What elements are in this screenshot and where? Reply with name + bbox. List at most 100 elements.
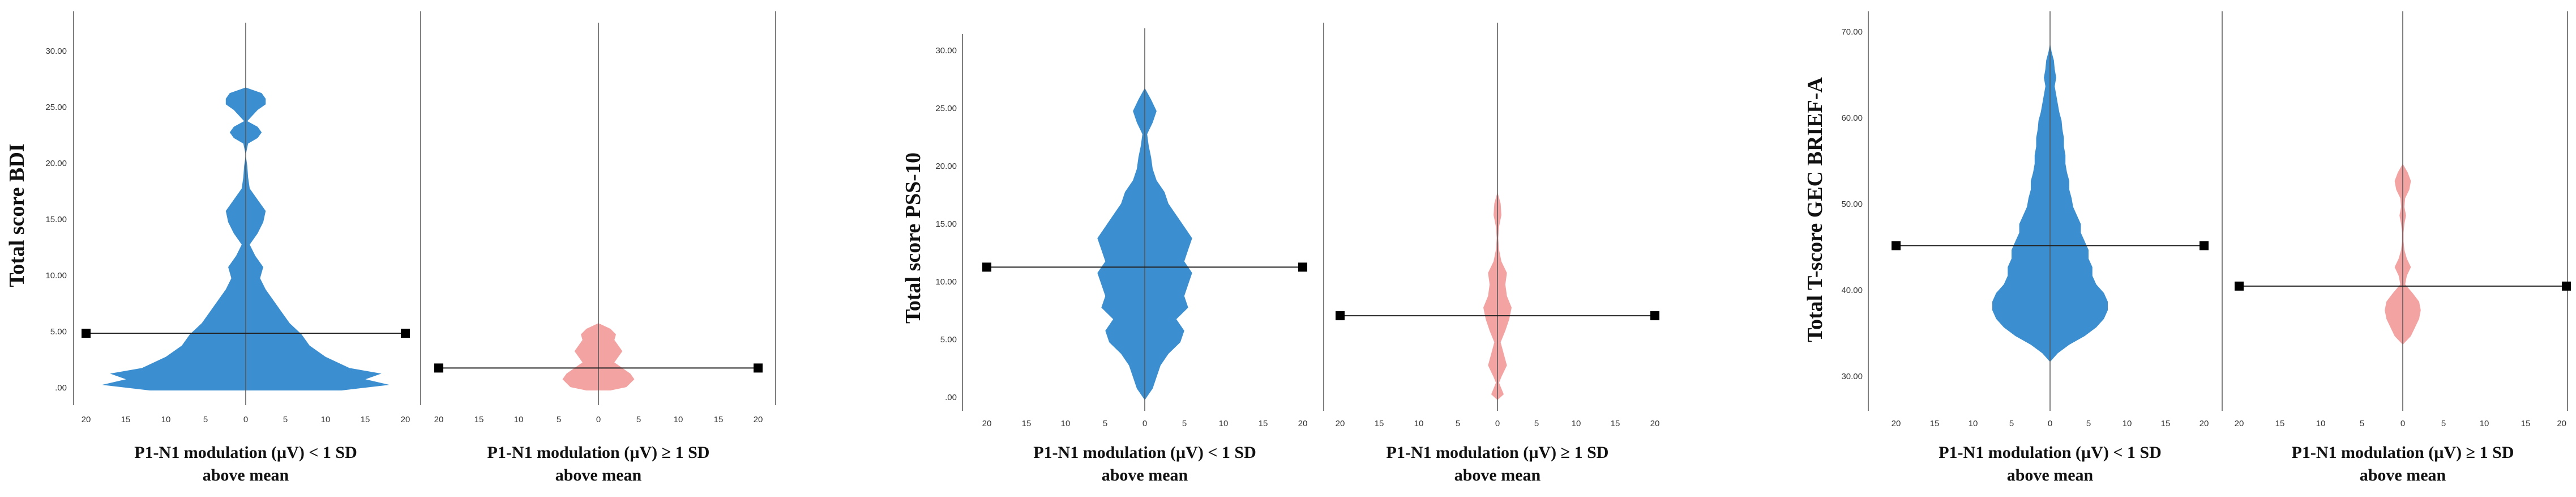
x-tick-label: 5 [2009,419,2014,428]
x-tick-label: 20 [434,415,444,424]
x-tick-label: 0 [1142,419,1147,428]
y-tick-label: 15.00 [45,215,67,224]
x-tick-label: 5 [1103,419,1107,428]
x-tick-label: 15 [1022,419,1032,428]
mean-marker-right [1650,311,1659,321]
x-tick-label: 15 [1375,419,1384,428]
mean-marker-right [2200,241,2209,250]
mean-marker-right [754,363,763,373]
x-tick-label: 15 [2275,419,2285,428]
x-tick-label: 5 [2360,419,2364,428]
x-tick-label: 5 [557,415,561,424]
x-tick-label: 10 [1969,419,1978,428]
y-axis: 30.00 25.00 20.00 15.00 10.00 5.00 .00 [45,11,74,405]
x-tick-label: 5 [1182,419,1187,428]
y-tick-label: 20.00 [935,162,957,171]
y-axis: 70.00 60.00 50.00 40.00 30.00 [1841,11,1869,411]
x-tick-label: 15 [474,415,484,424]
y-tick-label: 30.00 [935,46,957,56]
x-tick-label: 20 [1650,419,1660,428]
x-tick-label: 0 [596,415,601,424]
x-tick-label: 20 [2200,419,2209,428]
panel-low: 20 15 10 5 0 5 10 15 20 P1-N1 modulation… [1892,11,2209,485]
x-axis-label: P1-N1 modulation (µV) ≥ 1 SD [1387,443,1609,462]
chart-bdi: Total score BDI 30.00 25.00 20.00 15.00 … [5,11,776,485]
mean-marker-left [1892,241,1901,250]
x-tick-label: 15 [714,415,724,424]
y-tick-label: 15.00 [935,219,957,229]
mean-marker-left [2235,281,2244,291]
x-tick-label: 15 [1259,419,1268,428]
x-tick-label: 20 [1336,419,1345,428]
x-axis-label: P1-N1 modulation (µV) < 1 SD [1939,443,2162,462]
x-tick-labels: 20 15 10 5 0 5 10 15 20 [82,415,410,424]
x-tick-label: 20 [982,419,992,428]
mean-marker-left [982,262,991,272]
y-tick-label: 30.00 [45,46,67,56]
x-axis-label-line2: above mean [2360,466,2446,485]
x-tick-labels: 20 15 10 5 0 5 10 15 20 [2235,419,2566,428]
x-tick-label: 5 [1456,419,1460,428]
y-axis-label: Total score BDI [5,143,29,287]
x-axis-label: P1-N1 modulation (µV) < 1 SD [1033,443,1256,462]
x-tick-label: 5 [1534,419,1539,428]
x-tick-label: 5 [283,415,288,424]
y-tick-label: 30.00 [1841,372,1863,381]
mean-marker-left [434,363,443,373]
x-tick-label: 5 [2441,419,2446,428]
x-tick-label: 20 [82,415,91,424]
x-tick-label: 10 [2480,419,2489,428]
x-axis-label-line2: above mean [1102,466,1188,485]
x-tick-label: 20 [754,415,763,424]
x-axis-label-line2: above mean [203,466,289,485]
x-tick-label: 15 [1930,419,1940,428]
x-tick-label: 10 [1414,419,1424,428]
y-tick-label: 10.00 [45,271,67,281]
x-tick-label: 10 [674,415,683,424]
x-tick-label: 10 [1572,419,1581,428]
x-tick-labels: 20 15 10 5 0 5 10 15 20 [434,415,763,424]
x-tick-label: 20 [1892,419,1901,428]
mean-marker-left [1336,311,1345,321]
y-axis-label: Total score PSS-10 [901,152,925,324]
x-tick-label: 0 [1495,419,1500,428]
chart-pss10: Total score PSS-10 30.00 25.00 20.00 15.… [901,23,1659,485]
mean-marker-right [1298,262,1307,272]
x-tick-label: 10 [514,415,524,424]
x-tick-label: 20 [2235,419,2244,428]
x-tick-label: 0 [2400,419,2405,428]
x-tick-label: 15 [121,415,131,424]
x-tick-label: 0 [2048,419,2052,428]
y-tick-label: .00 [55,383,67,393]
x-tick-labels: 20 15 10 5 0 5 10 15 20 [1892,419,2209,428]
x-tick-label: 5 [2086,419,2091,428]
chart-brief-a: Total T-score GEC BRIEF-A 70.00 60.00 50… [1803,11,2571,485]
y-tick-label: 40.00 [1841,286,1863,295]
x-tick-label: 5 [636,415,641,424]
x-tick-labels: 20 15 10 5 0 5 10 15 20 [1336,419,1660,428]
y-tick-label: 70.00 [1841,27,1863,37]
y-tick-label: 10.00 [935,277,957,287]
y-tick-label: .00 [945,393,957,402]
y-axis: 30.00 25.00 20.00 15.00 10.00 5.00 .00 [935,34,963,411]
panel-high: 20 15 10 5 0 5 10 15 20 P1-N1 modulation… [1336,23,1660,485]
x-tick-label: 20 [401,415,410,424]
y-tick-label: 5.00 [940,335,957,345]
panel-low: 20 15 10 5 0 5 10 15 20 P1-N1 modulation… [982,28,1308,485]
x-tick-label: 10 [1061,419,1071,428]
x-axis-label: P1-N1 modulation (µV) ≥ 1 SD [2292,443,2514,462]
x-tick-labels: 20 15 10 5 0 5 10 15 20 [982,419,1308,428]
x-tick-label: 5 [203,415,208,424]
panel-high: 20 15 10 5 0 5 10 15 20 P1-N1 modulation… [434,23,763,485]
x-axis-label: P1-N1 modulation (µV) ≥ 1 SD [487,443,710,462]
panel-low: 20 15 10 5 0 5 10 15 20 P1-N1 modulation… [82,23,410,485]
y-tick-label: 25.00 [45,103,67,112]
y-tick-label: 25.00 [935,104,957,113]
y-tick-label: 50.00 [1841,199,1863,209]
x-axis-label-line2: above mean [2007,466,2094,485]
x-tick-label: 10 [2123,419,2132,428]
panel-high: 20 15 10 5 0 5 10 15 20 P1-N1 modulation… [2235,11,2571,485]
x-axis-label-line2: above mean [555,466,642,485]
mean-marker-right [2562,281,2571,291]
